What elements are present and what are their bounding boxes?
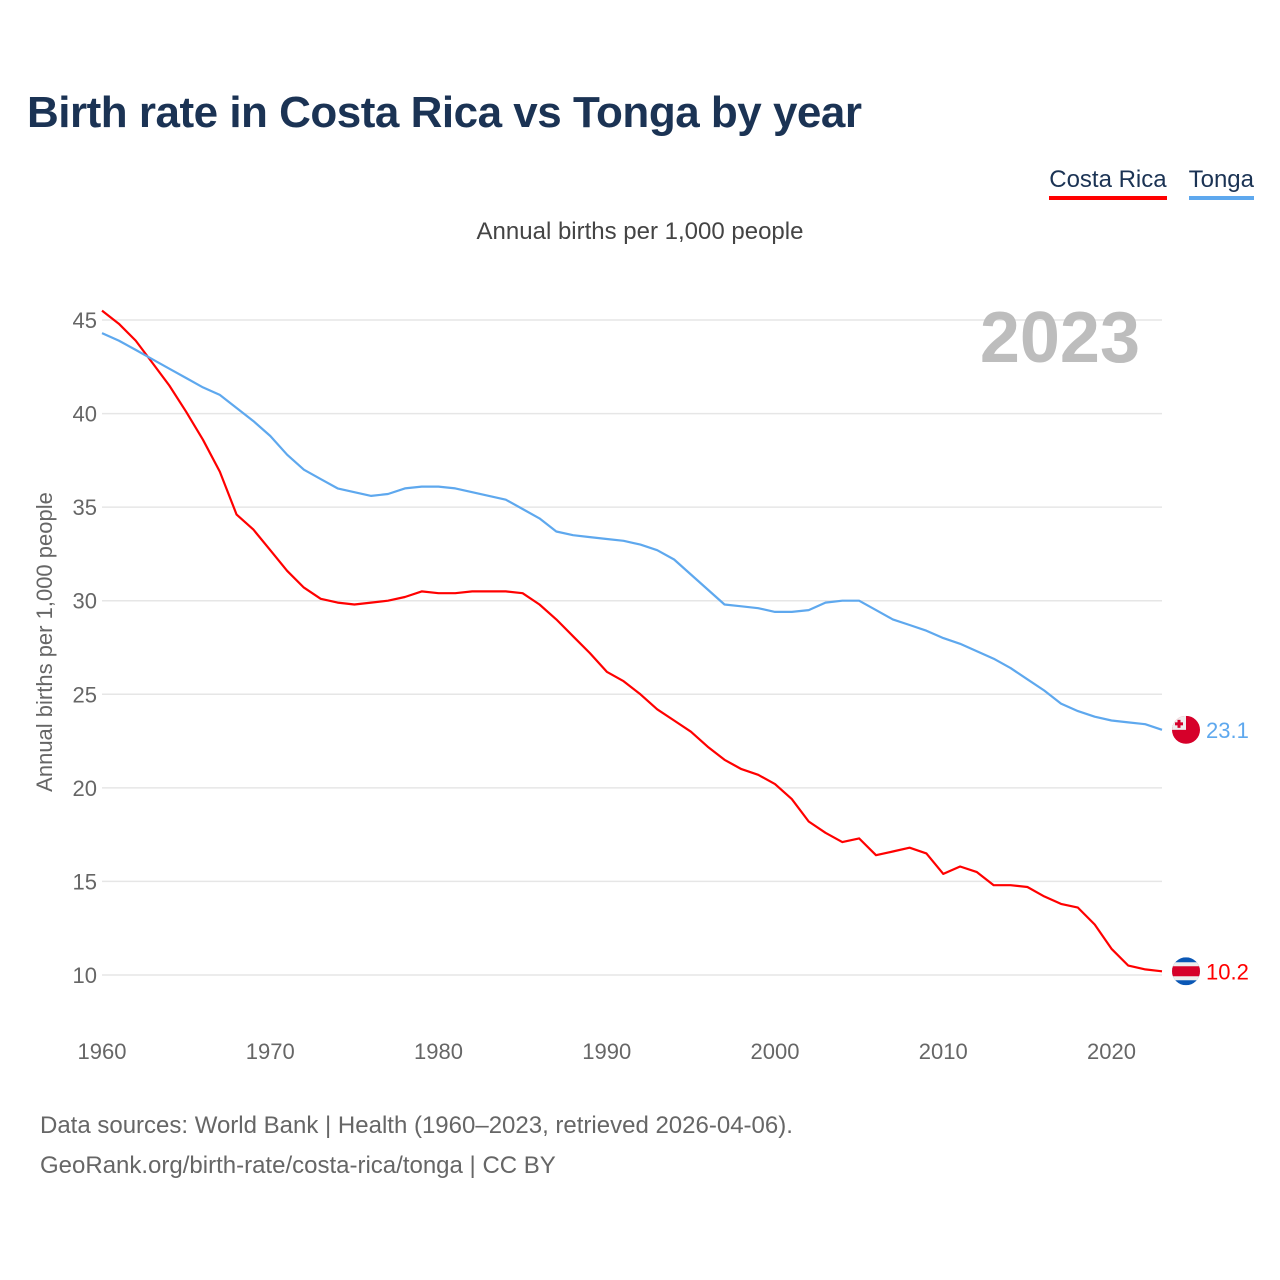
x-tick-label: 1990 <box>582 1039 631 1064</box>
x-tick-label: 1980 <box>414 1039 463 1064</box>
x-tick-label: 1970 <box>246 1039 295 1064</box>
footer: Data sources: World Bank | Health (1960–… <box>40 1106 793 1186</box>
x-tick-label: 1960 <box>78 1039 127 1064</box>
chart-subtitle: Annual births per 1,000 people <box>476 218 804 245</box>
y-tick-label: 45 <box>73 308 97 333</box>
y-tick-label: 35 <box>73 495 97 520</box>
series-line-tonga <box>101 332 1163 731</box>
year-watermark: 2023 <box>980 298 1140 378</box>
y-tick-label: 20 <box>73 776 97 801</box>
data-source-text: Data sources: World Bank | Health (1960–… <box>40 1112 793 1139</box>
y-tick-label: 15 <box>73 869 97 894</box>
tonga-flag-icon <box>1172 715 1200 744</box>
source-link[interactable]: GeoRank.org/birth-rate/costa-rica/tonga … <box>40 1152 556 1179</box>
legend-item-costa-rica[interactable]: Costa Rica <box>1049 166 1167 200</box>
y-tick-label: 25 <box>73 682 97 707</box>
end-value-label: 23.1 <box>1206 718 1249 743</box>
y-tick-label: 10 <box>73 963 97 988</box>
legend: Costa Rica Tonga <box>1049 166 1254 200</box>
x-tick-label: 2000 <box>751 1039 800 1064</box>
end-value-label: 10.2 <box>1206 959 1249 984</box>
series-line-costa-rica <box>101 309 1163 973</box>
x-tick-label: 2020 <box>1087 1039 1136 1064</box>
y-axis-label: Annual births per 1,000 people <box>32 492 57 792</box>
x-tick-label: 2010 <box>919 1039 968 1064</box>
y-tick-label: 40 <box>73 402 97 427</box>
legend-item-tonga[interactable]: Tonga <box>1188 166 1254 200</box>
y-tick-label: 30 <box>73 589 97 614</box>
costa-rica-flag-icon <box>1172 957 1200 986</box>
chart-title: Birth rate in Costa Rica vs Tonga by yea… <box>27 88 862 137</box>
